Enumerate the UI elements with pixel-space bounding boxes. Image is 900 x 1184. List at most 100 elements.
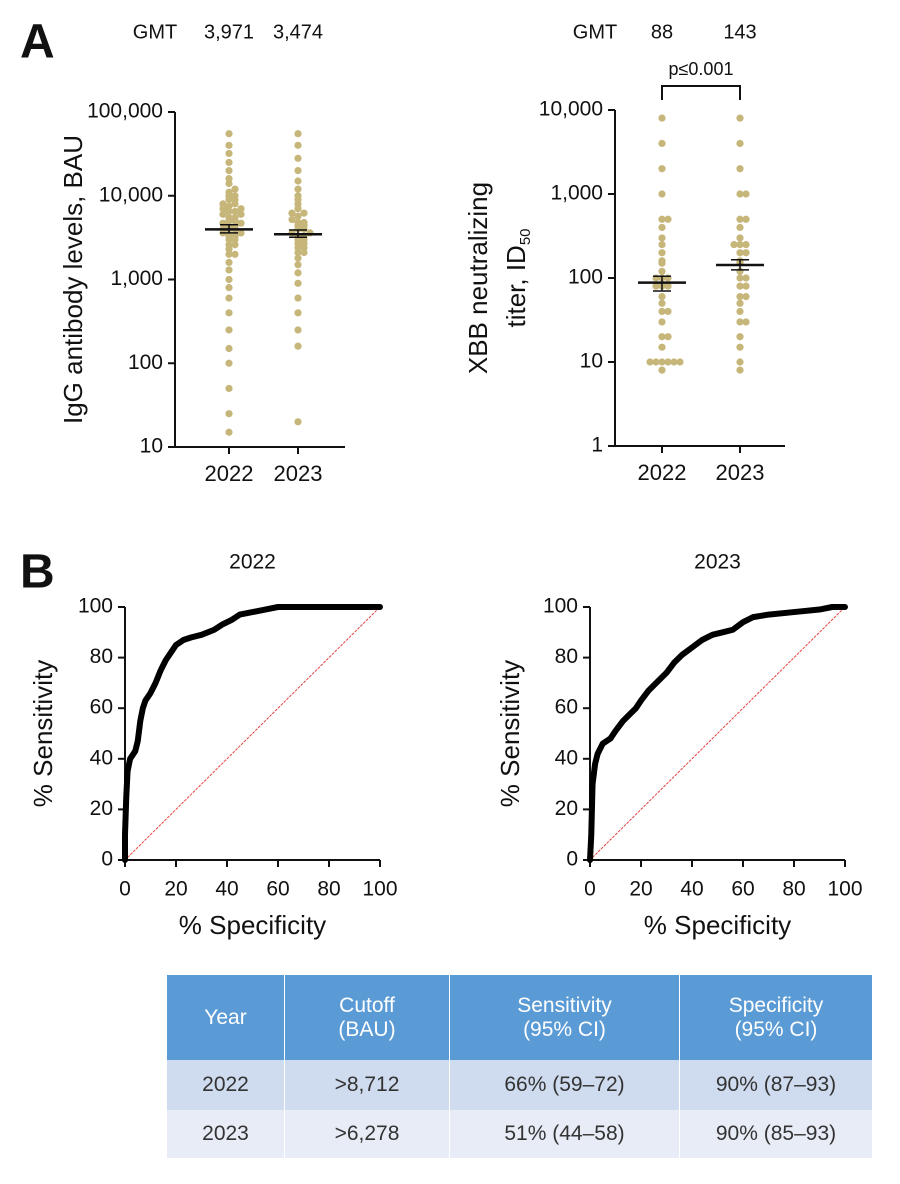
data-point: [658, 190, 666, 198]
y-axis-label: IgG antibody levels, BAU: [58, 135, 88, 424]
data-point: [225, 141, 233, 149]
data-point: [742, 249, 750, 257]
y-tick-label: 100: [543, 595, 578, 618]
data-point: [225, 166, 233, 175]
data-point: [658, 215, 666, 223]
data-point: [294, 177, 302, 185]
x-tick-label: 60: [731, 878, 754, 901]
gmt-value: 88: [651, 21, 673, 43]
data-point: [658, 366, 666, 374]
data-point: [237, 229, 245, 237]
y-axis-label-subscript: 50: [517, 228, 534, 245]
table-cell: 2023: [167, 1110, 285, 1158]
significance-bracket: [661, 85, 741, 100]
y-tick-label: 100,000: [87, 100, 163, 123]
x-tick-label: 0: [584, 878, 596, 901]
data-point: [736, 358, 744, 366]
data-point: [294, 261, 302, 269]
data-point: [658, 333, 666, 341]
data-point: [742, 190, 750, 198]
data-point: [658, 267, 666, 275]
data-point: [300, 218, 308, 227]
table-cell: >8,712: [285, 1060, 450, 1110]
table-cell: 51% (44–58): [450, 1110, 680, 1158]
data-point: [736, 139, 744, 148]
gmt-value: 3,474: [273, 21, 323, 43]
table-cell: Cutoff (BAU): [285, 975, 450, 1060]
chart-title: 2022: [229, 551, 276, 574]
data-point: [736, 299, 744, 307]
y-axis-label-text: XBB neutralizing: [463, 182, 493, 374]
y-tick-label: 0: [566, 848, 578, 871]
data-point: [742, 240, 750, 249]
table-cell: Sensitivity (95% CI): [450, 975, 680, 1060]
x-tick-label: 2023: [274, 461, 323, 486]
table-cell: 2022: [167, 1060, 285, 1110]
data-point: [225, 232, 233, 240]
data-point: [742, 274, 750, 282]
data-point: [294, 342, 302, 350]
data-point: [231, 207, 239, 216]
data-point: [736, 240, 744, 249]
data-point: [658, 249, 666, 257]
data-point: [658, 318, 666, 326]
gmt-label: GMT: [573, 21, 617, 43]
x-tick-label: 40: [215, 878, 238, 901]
data-point: [288, 209, 296, 217]
data-point: [225, 410, 233, 418]
data-point: [294, 309, 302, 317]
x-axis-label: % Specificity: [179, 910, 326, 940]
data-point: [736, 165, 744, 173]
reference-line: [124, 606, 381, 861]
y-tick-label: 80: [90, 645, 113, 668]
x-tick-label: 80: [782, 878, 805, 901]
data-point: [736, 215, 744, 223]
data-point: [652, 282, 660, 290]
data-point: [237, 210, 245, 218]
data-point: [658, 240, 666, 249]
data-point: [658, 358, 666, 366]
data-point: [294, 279, 302, 287]
x-axis-label: % Specificity: [644, 910, 791, 940]
y-tick-label: 1,000: [550, 182, 603, 205]
x-tick-label: 60: [266, 878, 289, 901]
data-point: [225, 266, 233, 274]
y-tick-label: 100: [78, 595, 113, 618]
data-point: [294, 212, 302, 220]
data-point: [742, 282, 750, 290]
header-text: Year: [204, 1005, 247, 1029]
y-tick-label: 10,000: [539, 98, 603, 121]
data-point: [294, 294, 302, 302]
data-point: [225, 384, 233, 393]
header-text: Specificity: [728, 993, 824, 1017]
data-point: [658, 293, 666, 301]
header-text: (BAU): [338, 1017, 396, 1041]
data-point: [294, 166, 302, 175]
data-point: [300, 209, 308, 217]
data-point: [225, 359, 233, 367]
gmt-value: 143: [723, 21, 756, 43]
data-point: [225, 294, 233, 302]
data-point: [658, 299, 666, 307]
data-point: [231, 213, 239, 222]
data-point: [658, 343, 666, 351]
data-point: [664, 282, 672, 290]
gmt-value: 3,971: [204, 21, 254, 43]
table-cell: 66% (59–72): [450, 1060, 680, 1110]
data-point: [736, 366, 744, 374]
x-tick-label: 0: [119, 878, 131, 901]
data-point: [664, 358, 672, 366]
table-cell: Specificity (95% CI): [680, 975, 873, 1060]
data-point: [658, 307, 666, 316]
data-point: [225, 158, 233, 167]
data-point: [225, 284, 233, 292]
x-tick-label: 40: [680, 878, 703, 901]
x-tick-label: 20: [629, 878, 652, 901]
data-point: [736, 234, 744, 242]
table-cell: Year: [167, 975, 285, 1060]
data-point: [231, 232, 239, 240]
header-text: Cutoff: [339, 993, 395, 1017]
data-point: [664, 333, 672, 341]
